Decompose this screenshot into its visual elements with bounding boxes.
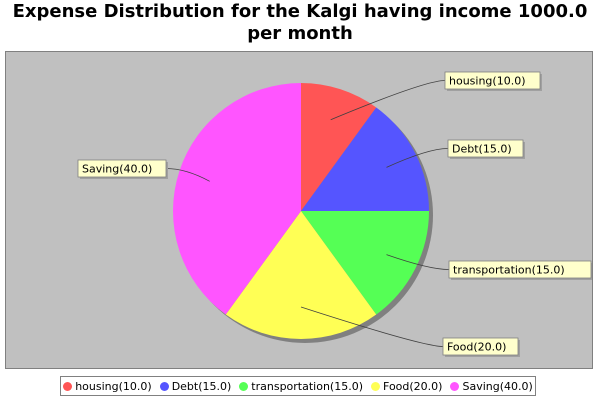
pie-slice-debt: [301, 107, 429, 211]
leader-line-saving: [165, 168, 210, 182]
legend-label-debt: Debt(15.0): [171, 379, 232, 393]
pie-slice-transportation: [301, 211, 429, 315]
legend-swatch-transportation: [239, 381, 249, 391]
data-label-saving: Saving(40.0): [82, 163, 152, 176]
pie-slice-housing: [301, 83, 377, 211]
legend-item-housing: housing(10.0): [63, 380, 152, 393]
label-box-transportation: [448, 260, 592, 279]
data-label-food: Food(20.0): [447, 341, 506, 354]
leader-line-transportation: [386, 254, 450, 270]
chart-title-line-1: Expense Distribution for the Kalgi havin…: [12, 1, 588, 22]
leader-line-debt: [386, 148, 449, 168]
pie-chart: housing(10.0) Debt(15.0) transportation(15…: [77, 71, 592, 357]
legend-label-food: Food(20.0): [383, 379, 443, 393]
data-label-transportation: transportation(15.0): [453, 264, 565, 277]
legend-item-food: Food(20.0): [371, 380, 442, 393]
legend-swatch-food: [371, 381, 381, 391]
label-box-saving: [77, 159, 167, 178]
legend-item-debt: Debt(15.0): [159, 379, 232, 393]
legend: housing(10.0) Debt(15.0) transportation(…: [60, 376, 536, 396]
legend-swatch-housing: [63, 381, 73, 391]
legend-label-saving: Saving(40.0): [462, 379, 533, 393]
pie-slice-food: [225, 211, 377, 339]
legend-swatch-saving: [450, 381, 460, 391]
chart-title: Expense Distribution for the Kalgi havin…: [0, 1, 600, 45]
chart-title-line-2: per month: [247, 23, 353, 44]
label-box-housing: [444, 71, 541, 90]
legend-item-saving: Saving(40.0): [450, 379, 533, 393]
data-label-debt: Debt(15.0): [452, 143, 512, 156]
legend-label-housing: housing(10.0): [75, 379, 152, 393]
legend-swatch-debt: [159, 381, 169, 391]
pie-slice-saving: [173, 83, 301, 315]
legend-label-transportation: transportation(15.0): [251, 379, 364, 393]
leader-line-food: [300, 306, 444, 347]
legend-item-transportation: transportation(15.0): [239, 380, 363, 393]
data-label-housing: housing(10.0): [449, 75, 526, 88]
plot-area: housing(10.0) Debt(15.0) transportation(15…: [5, 51, 593, 369]
label-box-debt: [447, 139, 524, 158]
leader-line-housing: [330, 80, 446, 121]
label-box-food: [442, 337, 519, 356]
